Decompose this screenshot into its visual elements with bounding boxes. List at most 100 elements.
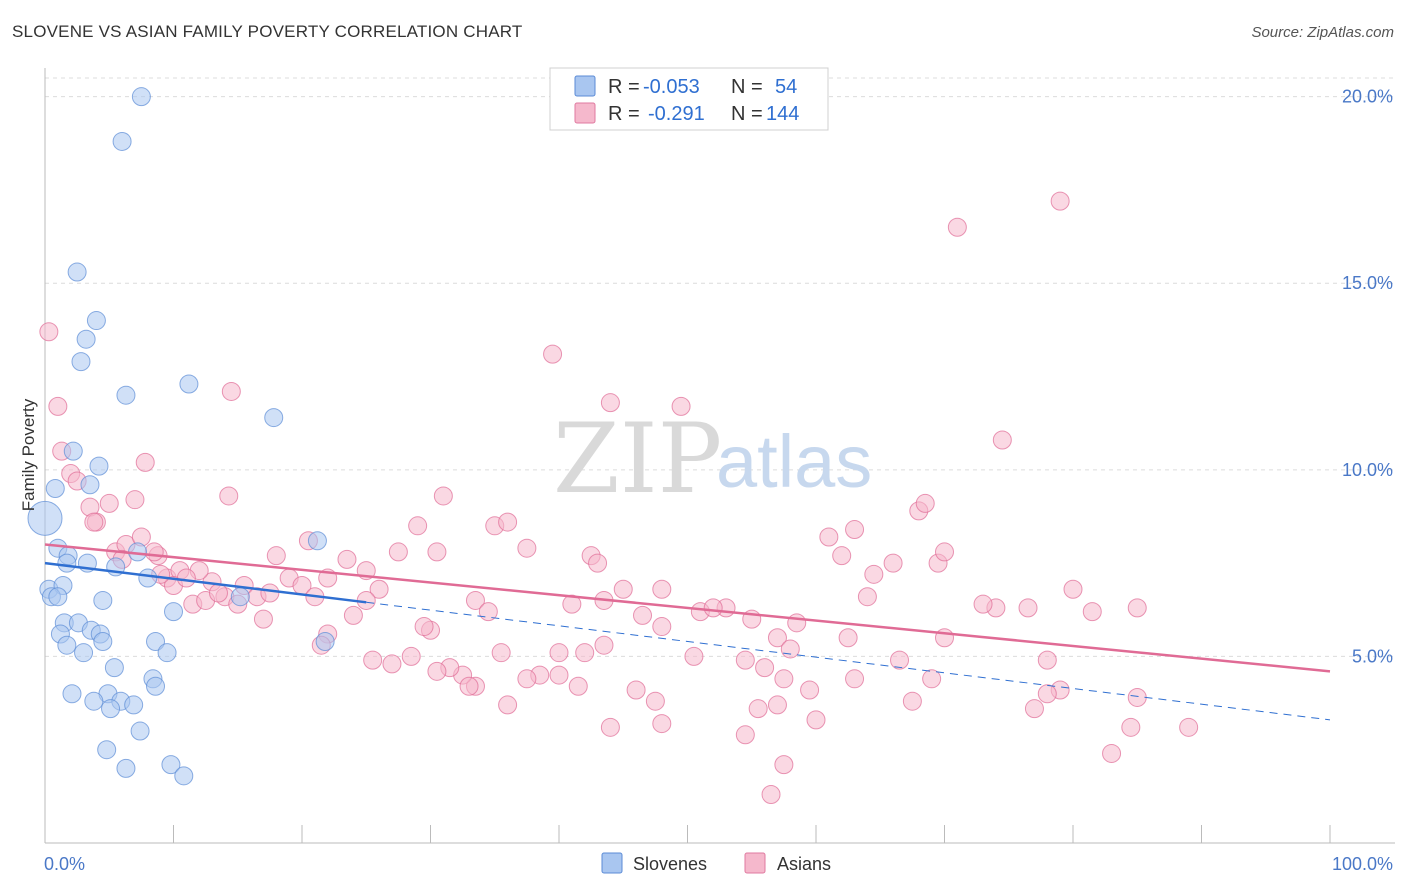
slovenes-points xyxy=(27,87,335,786)
x-tick-labels: 0.0% 100.0% xyxy=(44,854,1393,874)
asians-point xyxy=(369,579,389,599)
bottom-legend-swatch-slovenes xyxy=(601,852,623,874)
asians-point xyxy=(780,639,800,659)
asians-point xyxy=(761,784,781,804)
slovenes-trend-line xyxy=(44,561,367,604)
watermark-atlas: atlas xyxy=(716,420,872,503)
asians-point xyxy=(774,669,794,689)
legend-r-label-2: R = xyxy=(608,103,640,125)
asians-point xyxy=(1037,684,1057,704)
slovenes-point xyxy=(57,635,77,655)
asians-point xyxy=(408,516,428,536)
asians-point xyxy=(857,587,877,607)
asians-point xyxy=(388,542,408,562)
asians-point xyxy=(652,617,672,637)
asians-point xyxy=(735,650,755,670)
asians-point xyxy=(652,714,672,734)
slovenes-point xyxy=(230,587,250,607)
asians-point xyxy=(465,590,485,610)
slovenes-point xyxy=(45,478,65,498)
asians-point xyxy=(626,680,646,700)
asians-point xyxy=(343,605,363,625)
y-axis-label: Family Poverty xyxy=(19,398,38,511)
asians-point xyxy=(935,542,954,562)
asians-point xyxy=(864,564,884,584)
slovenes-point xyxy=(74,643,94,663)
slovenes-point xyxy=(67,262,87,282)
asians-point xyxy=(703,598,723,618)
asians-point xyxy=(1082,602,1102,622)
y-tick-label: 20.0% xyxy=(1342,87,1393,107)
slovenes-point xyxy=(71,352,91,372)
asians-point xyxy=(1018,598,1038,618)
asians-point xyxy=(39,322,59,342)
bottom-legend-label-slovenes: Slovenes xyxy=(633,854,707,874)
asians-point xyxy=(819,527,839,547)
asians-point xyxy=(427,661,447,681)
y-tick-labels: 5.0% 10.0% 15.0% 20.0% xyxy=(1342,87,1393,667)
trend-lines xyxy=(44,543,1331,721)
asians-point xyxy=(135,452,155,472)
asians-point xyxy=(575,643,595,663)
slovenes-point xyxy=(146,676,166,696)
asians-point xyxy=(125,490,145,510)
asians-point xyxy=(427,542,447,562)
asians-point xyxy=(99,493,119,513)
y-tick-label: 15.0% xyxy=(1342,273,1393,293)
asians-point xyxy=(498,512,518,532)
asians-point xyxy=(459,676,479,696)
asians-point xyxy=(973,594,993,614)
asians-point xyxy=(902,691,922,711)
chart-title: SLOVENE VS ASIAN FAMILY POVERTY CORRELAT… xyxy=(12,22,523,41)
asians-point xyxy=(253,609,273,629)
slovenes-point xyxy=(179,374,199,394)
y-tick-label: 10.0% xyxy=(1342,460,1393,480)
slovenes-point xyxy=(97,740,117,760)
slovenes-point xyxy=(138,568,158,588)
legend-n-label-2: N = xyxy=(731,103,763,125)
asians-point xyxy=(767,695,787,715)
asians-point xyxy=(845,520,865,540)
legend-r-value-1: -0.053 xyxy=(643,76,700,98)
asians-trend-line xyxy=(44,543,1331,673)
slovenes-point xyxy=(130,721,150,741)
asians-point xyxy=(401,646,421,666)
slovenes-point xyxy=(146,631,166,651)
asians-point xyxy=(414,617,434,637)
asians-point xyxy=(1102,743,1122,763)
slovenes-point xyxy=(264,408,284,428)
asians-point xyxy=(613,579,633,599)
asians-point xyxy=(1127,687,1147,707)
slovenes-point xyxy=(27,500,63,536)
slovenes-point xyxy=(62,684,82,704)
slovenes-point xyxy=(86,311,106,331)
asians-point xyxy=(890,650,910,670)
asians-point xyxy=(260,583,280,603)
slovenes-point xyxy=(48,587,68,607)
asians-point xyxy=(838,628,858,648)
slovenes-point xyxy=(84,691,104,711)
asians-point xyxy=(1024,699,1044,719)
slovenes-point xyxy=(116,385,136,405)
y-tick-label: 5.0% xyxy=(1352,646,1393,666)
source-credit: Source: ZipAtlas.com xyxy=(1251,24,1394,41)
asians-point xyxy=(478,602,498,622)
slovenes-point xyxy=(104,658,124,678)
asians-point xyxy=(84,512,104,532)
slovenes-point xyxy=(157,643,177,663)
asians-point xyxy=(735,725,755,745)
slovenes-point xyxy=(307,531,327,551)
asians-point xyxy=(363,650,383,670)
legend-r-value-2: -0.291 xyxy=(648,103,705,125)
legend-swatch-asians xyxy=(574,102,596,124)
asians-point xyxy=(433,486,453,506)
asians-point xyxy=(787,613,807,633)
legend-n-value-2: 144 xyxy=(766,103,799,125)
asians-point xyxy=(382,654,402,674)
legend-n-value-1: 54 xyxy=(775,76,797,98)
slovenes-point xyxy=(131,87,151,107)
asians-point xyxy=(633,605,653,625)
slovenes-point xyxy=(101,699,121,719)
asians-point xyxy=(517,538,537,558)
axes xyxy=(44,68,1395,844)
